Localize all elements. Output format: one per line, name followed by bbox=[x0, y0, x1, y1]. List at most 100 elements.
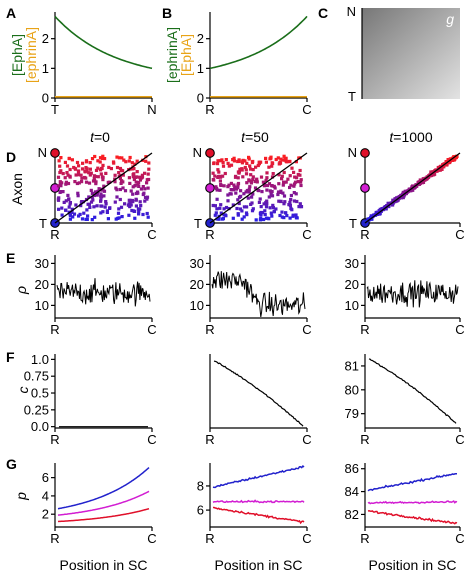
x-axis-title: Position in SC bbox=[369, 557, 457, 573]
scatter-point bbox=[67, 157, 71, 161]
panel-a-y-tick-label: 0 bbox=[42, 91, 49, 106]
panel-d-marker-red bbox=[205, 148, 215, 158]
scatter-point bbox=[133, 216, 137, 220]
scatter-point bbox=[259, 160, 263, 164]
scatter-point bbox=[66, 173, 70, 177]
scatter-point bbox=[65, 171, 69, 175]
scatter-point bbox=[437, 168, 441, 172]
scatter-point bbox=[281, 191, 285, 195]
scatter-point bbox=[213, 204, 217, 208]
scatter-point bbox=[251, 177, 255, 182]
scatter-point bbox=[297, 205, 301, 209]
scatter-point bbox=[289, 197, 293, 202]
scatter-point bbox=[137, 212, 141, 216]
scatter-point bbox=[288, 216, 292, 220]
scatter-point bbox=[269, 193, 273, 197]
panel-g3-y-tick-label: 86 bbox=[345, 461, 359, 476]
scatter-point bbox=[221, 164, 226, 168]
scatter-point bbox=[251, 192, 255, 196]
scatter-point bbox=[113, 180, 117, 184]
scatter-point bbox=[375, 210, 379, 214]
scatter-point bbox=[77, 214, 81, 218]
scatter-point bbox=[89, 200, 94, 204]
scatter-point bbox=[145, 181, 149, 185]
scatter-point bbox=[264, 156, 268, 160]
scatter-point bbox=[135, 159, 139, 163]
scatter-point bbox=[120, 215, 124, 219]
scatter-point bbox=[412, 186, 416, 190]
scatter-point bbox=[286, 177, 290, 181]
scatter-point bbox=[68, 167, 72, 172]
scatter-point bbox=[131, 175, 135, 179]
scatter-point bbox=[75, 160, 80, 165]
x-axis-title: Position in SC bbox=[60, 557, 148, 573]
scatter-point bbox=[211, 178, 215, 182]
scatter-point bbox=[59, 169, 63, 173]
scatter-point bbox=[218, 188, 222, 192]
scatter-point bbox=[130, 161, 134, 165]
panel-c-label: g bbox=[446, 11, 454, 27]
scatter-point bbox=[245, 188, 249, 193]
scatter-point bbox=[77, 173, 81, 177]
panel-d-y-tick-label: T bbox=[194, 216, 202, 231]
scatter-point bbox=[100, 204, 104, 208]
scatter-point bbox=[56, 175, 61, 179]
scatter-point bbox=[85, 169, 89, 173]
scatter-point bbox=[121, 173, 125, 177]
scatter-point bbox=[260, 190, 264, 194]
scatter-point bbox=[72, 212, 77, 216]
scatter-point bbox=[94, 168, 99, 172]
scatter-point bbox=[90, 191, 94, 195]
scatter-point bbox=[418, 179, 423, 183]
scatter-point bbox=[240, 209, 244, 213]
scatter-point bbox=[121, 186, 125, 190]
panel-d-y-tick-label: N bbox=[193, 145, 202, 160]
scatter-point bbox=[251, 175, 255, 179]
scatter-point bbox=[294, 160, 298, 164]
scatter-point bbox=[237, 159, 241, 163]
panel-e3-axes bbox=[364, 255, 460, 319]
panel-a-y-tick-label: 2 bbox=[42, 31, 49, 46]
panel-d2-points bbox=[211, 154, 304, 222]
scatter-point bbox=[220, 158, 224, 162]
scatter-point bbox=[131, 185, 135, 189]
column-title-var: t bbox=[389, 129, 394, 145]
scatter-point bbox=[250, 160, 254, 165]
scatter-point bbox=[224, 205, 229, 210]
scatter-point bbox=[119, 181, 123, 185]
panel-d-y-tick-label: T bbox=[349, 216, 357, 231]
scatter-point bbox=[226, 193, 230, 197]
scatter-point bbox=[73, 180, 77, 184]
scatter-point bbox=[274, 207, 278, 211]
scatter-point bbox=[88, 173, 92, 177]
scatter-point bbox=[134, 180, 138, 184]
scatter-point bbox=[281, 158, 285, 162]
panel-d-y-tick-label: N bbox=[348, 145, 357, 160]
panel-e3-y-tick-label: 20 bbox=[345, 277, 359, 292]
scatter-point bbox=[299, 180, 303, 184]
scatter-point bbox=[276, 192, 280, 197]
scatter-point bbox=[103, 205, 107, 209]
panel-g3-series-magenta bbox=[367, 500, 458, 505]
scatter-point bbox=[378, 211, 382, 216]
scatter-point bbox=[289, 193, 293, 198]
panel-d-ylabel: Axon bbox=[9, 173, 25, 205]
scatter-point bbox=[74, 203, 78, 207]
scatter-point bbox=[292, 170, 296, 174]
panel-d2-x-tick-label: R bbox=[205, 227, 214, 242]
panel-e1-axes bbox=[54, 255, 152, 319]
scatter-point bbox=[127, 213, 131, 217]
scatter-point bbox=[298, 168, 302, 173]
panel-f1-axes bbox=[54, 354, 152, 429]
scatter-point bbox=[245, 161, 249, 165]
scatter-point bbox=[81, 161, 85, 165]
scatter-point bbox=[222, 184, 226, 188]
scatter-point bbox=[64, 182, 68, 186]
scatter-point bbox=[215, 162, 220, 166]
scatter-point bbox=[263, 182, 267, 186]
scatter-point bbox=[282, 194, 287, 198]
scatter-point bbox=[103, 157, 107, 161]
scatter-point bbox=[139, 204, 143, 208]
scatter-point bbox=[67, 197, 71, 201]
panel-a-axes bbox=[54, 12, 152, 99]
